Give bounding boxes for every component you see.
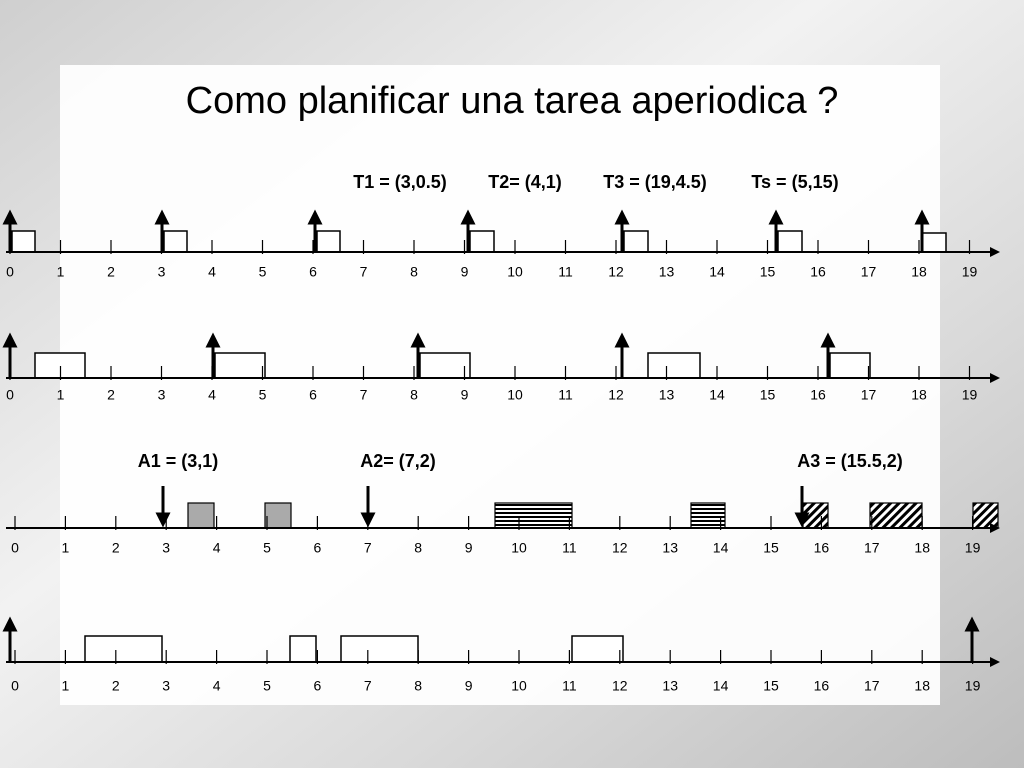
tick-label: 9 (465, 540, 473, 556)
tick-label: 13 (662, 678, 678, 694)
tick-label: 10 (507, 264, 523, 280)
tick-label: 9 (465, 678, 473, 694)
tick-label: 2 (112, 540, 120, 556)
tick-label: 17 (864, 678, 880, 694)
tick-label: 8 (414, 678, 422, 694)
tick-label: 17 (861, 387, 877, 403)
tick-label: 18 (911, 264, 927, 280)
tick-label: 17 (861, 264, 877, 280)
tick-label: 18 (911, 387, 927, 403)
tick-label: 10 (511, 678, 527, 694)
arrival-label: A1 = (3,1) (138, 451, 219, 471)
tick-label: 19 (965, 540, 981, 556)
tick-label: 8 (410, 387, 418, 403)
param: T1 = (3,0.5) (353, 172, 447, 192)
tick-label: 11 (558, 264, 573, 280)
tick-label: 4 (208, 387, 216, 403)
tick-label: 17 (864, 540, 880, 556)
tick-label: 2 (107, 387, 115, 403)
tick-label: 14 (709, 264, 725, 280)
tick-label: 5 (263, 540, 271, 556)
tick-label: 13 (659, 387, 675, 403)
tick-label: 9 (461, 264, 469, 280)
tick-label: 6 (309, 387, 317, 403)
title: Como planificar una tarea aperiodica ? (186, 80, 839, 122)
tick-label: 6 (314, 678, 322, 694)
tick-label: 6 (314, 540, 322, 556)
tick-label: 11 (562, 678, 577, 694)
tick-label: 4 (213, 678, 221, 694)
tick-label: 4 (213, 540, 221, 556)
tick-label: 15 (760, 387, 776, 403)
tick-label: 1 (57, 264, 65, 280)
arrival-label: A2= (7,2) (360, 451, 436, 471)
tick-label: 19 (962, 264, 978, 280)
row4-jobs (84, 635, 624, 663)
tick-label: 15 (763, 678, 779, 694)
tick-label: 0 (6, 264, 14, 280)
panel (60, 65, 940, 705)
tick-label: 7 (360, 387, 368, 403)
tick-label: 1 (57, 387, 65, 403)
param: Ts = (5,15) (751, 172, 838, 192)
tick-label: 16 (810, 264, 826, 280)
tick-label: 11 (558, 387, 573, 403)
tick-label: 12 (608, 387, 624, 403)
tick-label: 0 (11, 540, 19, 556)
tick-label: 13 (662, 540, 678, 556)
tick-label: 18 (914, 678, 930, 694)
arrival-label: A3 = (15.5,2) (797, 451, 903, 471)
tick-label: 10 (507, 387, 523, 403)
tick-label: 12 (612, 678, 628, 694)
tick-label: 0 (11, 678, 19, 694)
tick-label: 16 (810, 387, 826, 403)
tick-label: 13 (659, 264, 675, 280)
tick-label: 1 (62, 540, 70, 556)
row2-jobs (34, 352, 871, 379)
tick-label: 9 (461, 387, 469, 403)
tick-label: 3 (162, 540, 170, 556)
tick-label: 18 (914, 540, 930, 556)
tick-label: 3 (158, 387, 166, 403)
tick-label: 7 (364, 540, 372, 556)
tick-label: 14 (713, 540, 729, 556)
tick-label: 16 (814, 678, 830, 694)
tick-label: 14 (713, 678, 729, 694)
tick-label: 6 (309, 264, 317, 280)
tick-label: 2 (112, 678, 120, 694)
tick-label: 8 (410, 264, 418, 280)
tick-label: 1 (62, 678, 70, 694)
tick-label: 11 (562, 540, 577, 556)
tick-label: 5 (263, 678, 271, 694)
tick-label: 15 (760, 264, 776, 280)
tick-label: 12 (608, 264, 624, 280)
tick-label: 4 (208, 264, 216, 280)
tick-label: 14 (709, 387, 725, 403)
tick-label: 7 (364, 678, 372, 694)
tick-label: 7 (360, 264, 368, 280)
param: T3 = (19,4.5) (603, 172, 707, 192)
tick-label: 8 (414, 540, 422, 556)
tick-label: 16 (814, 540, 830, 556)
tick-label: 3 (158, 264, 166, 280)
tick-label: 15 (763, 540, 779, 556)
tick-label: 0 (6, 387, 14, 403)
tick-label: 5 (259, 264, 267, 280)
tick-label: 12 (612, 540, 628, 556)
tick-label: 19 (962, 387, 978, 403)
tick-label: 19 (965, 678, 981, 694)
param: T2= (4,1) (488, 172, 562, 192)
tick-label: 5 (259, 387, 267, 403)
tick-label: 3 (162, 678, 170, 694)
tick-label: 2 (107, 264, 115, 280)
tick-label: 10 (511, 540, 527, 556)
